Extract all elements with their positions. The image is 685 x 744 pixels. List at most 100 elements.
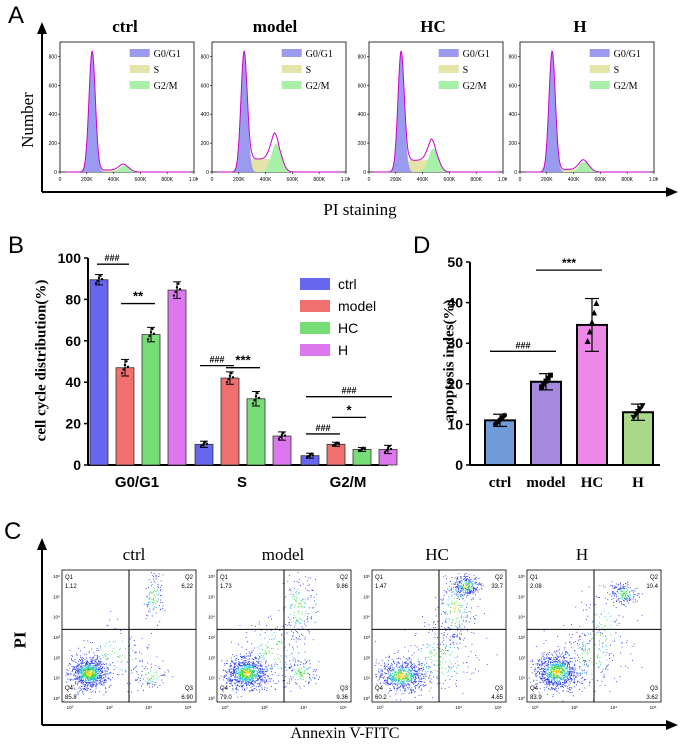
hist-legend-swatch <box>281 49 302 57</box>
hist-ytick-label: 600 <box>509 83 518 89</box>
hist-xtick-label: 400K <box>568 177 580 183</box>
hist-ytick-label: 600 <box>49 83 58 89</box>
flow-ytick-label: 10¹ <box>518 676 525 681</box>
chart-d-sig-label: *** <box>562 256 576 270</box>
flow-q2-value: 33.7 <box>491 584 503 590</box>
flow-plot-h: 10⁶ 10⁵ 10⁴ 10³ 10² 10¹ 10⁰ 10⁰ 10² 10⁴ 10⁶ Q1 2.08 Q… <box>518 569 662 710</box>
hist-g2m-area <box>110 165 139 172</box>
chart-b-data-point <box>283 434 287 437</box>
chart-b-bar-hc <box>246 398 266 466</box>
chart-b-data-point <box>256 391 259 395</box>
chart-b-data-point <box>205 442 209 446</box>
hist-legend-label: S <box>463 65 469 76</box>
flow-q2-value: 9.86 <box>336 584 348 590</box>
hist-xtick-label: 400K <box>108 177 120 183</box>
chart-b-sig-label: ### <box>209 355 224 365</box>
hist-title-hc: HC <box>420 17 446 36</box>
chart-b-data-point <box>277 437 281 440</box>
hist-ytick-label: 0 <box>363 170 366 176</box>
hist-xtick-label: 800K <box>161 177 173 183</box>
hist-xtick-label: 1.0K <box>341 177 350 183</box>
flow-dots <box>528 580 644 702</box>
apoptosis-bar-chart: 0 10 20 30 40 50 ctrl model HC H ### *** <box>447 254 660 491</box>
flow-xtick-label: 10⁶ <box>340 705 347 710</box>
hist-g0g1-area <box>232 51 257 172</box>
flow-xtick-label: 10⁴ <box>455 705 462 710</box>
chart-d-ytick-label: 20 <box>447 376 463 392</box>
chart-b-legend-swatch <box>300 322 330 334</box>
chart-b-data-point <box>280 433 284 436</box>
chart-b-data-point <box>120 371 124 375</box>
chart-d-category-label: HC <box>581 475 604 491</box>
flow-q4-value: 79.0 <box>220 695 232 701</box>
hist-fit-line <box>374 50 499 173</box>
hist-xtick-label: 400K <box>417 177 429 183</box>
flow-ytick-label: 10⁵ <box>518 594 525 599</box>
flow-ytick-label: 10¹ <box>363 676 370 681</box>
chart-b-data-point <box>389 447 393 451</box>
chart-b-data-point <box>99 274 102 277</box>
chart-d-data-point <box>639 403 646 410</box>
chart-b-data-point <box>97 276 101 280</box>
hist-xtick-label: 600K <box>135 177 147 183</box>
chart-b-legend-label: HC <box>338 320 358 336</box>
flow-xtick-label: 10² <box>571 705 578 710</box>
hist-legend-label: G2/M <box>306 81 330 92</box>
flow-ytick-label: 10² <box>53 655 60 660</box>
flow-ytick-label: 10⁶ <box>518 574 525 579</box>
panel-c-letter: C <box>4 518 22 545</box>
hist-plot-h: 0 200 400 600 800 0 200K 400K 600K 800K 1.0K G0/G1 S… <box>509 41 658 183</box>
chart-b-data-point <box>225 380 229 384</box>
chart-b-data-point <box>363 448 367 451</box>
flow-q1-label: Q1 <box>530 575 539 581</box>
flow-title-hc: HC <box>425 545 449 564</box>
chart-b-data-point <box>204 440 207 444</box>
chart-b-data-point <box>177 282 180 285</box>
chart-d-data-point <box>591 309 598 316</box>
chart-b-data-point <box>311 454 315 457</box>
chart-d-data-point <box>539 384 545 390</box>
flow-q2-value: 10.4 <box>646 584 658 590</box>
hist-ytick-label: 0 <box>514 170 517 176</box>
chart-b-ytick-label: 100 <box>58 250 82 266</box>
chart-b-data-point <box>337 442 341 446</box>
chart-b-data-point <box>149 330 153 334</box>
flow-q1-value: 1.12 <box>65 584 77 590</box>
hist-legend-label: S <box>614 65 620 76</box>
chart-b-data-point <box>383 451 387 454</box>
chart-b-data-point <box>228 374 232 378</box>
hist-ytick-label: 400 <box>509 112 518 118</box>
flow-ytick-label: 10¹ <box>208 676 215 681</box>
flow-ytick-label: 10⁶ <box>53 574 60 579</box>
hist-legend-label: G0/G1 <box>154 49 181 60</box>
chart-b-sig-label: ### <box>341 386 356 396</box>
chart-b-data-point <box>230 372 233 375</box>
hist-title-ctrl: ctrl <box>112 17 138 36</box>
flow-ytick-label: 10³ <box>208 635 215 640</box>
chart-b-data-point <box>251 402 255 405</box>
flow-q3-value: 6.90 <box>181 695 193 701</box>
flow-dots <box>218 572 323 698</box>
hist-xtick-label: 0 <box>211 177 214 183</box>
hist-ytick-label: 800 <box>509 54 518 60</box>
hist-fit-line <box>65 50 190 173</box>
chart-d-data-point <box>589 319 595 326</box>
flow-xtick-label: 10⁶ <box>650 705 657 710</box>
chart-b-data-point <box>254 395 258 398</box>
hist-plot-hc: 0 200 400 600 800 0 200K 400K 600K 800K 1.0K G0/G1 S… <box>358 41 507 183</box>
flow-ytick-label: 10⁵ <box>53 594 60 599</box>
flow-q2-label: Q2 <box>185 575 194 581</box>
hist-legend-swatch <box>438 65 459 73</box>
chart-b-bar-model <box>220 377 240 466</box>
flow-ytick-label: 10⁴ <box>208 615 215 620</box>
hist-legend-swatch <box>281 65 302 73</box>
hist-fit-line <box>525 50 650 173</box>
flow-xtick-label: 10⁴ <box>610 705 617 710</box>
hist-legend-label: G0/G1 <box>306 49 333 60</box>
hist-xtick-label: 1.0K <box>189 177 198 183</box>
chart-b-sig-label: ### <box>104 253 119 263</box>
flow-plot-ctrl: 10⁶ 10⁵ 10⁴ 10³ 10² 10¹ 10⁰ 10⁰ 10² 10⁴ 10⁶ Q1 1.12 Q… <box>53 569 197 710</box>
hist-legend-label: S <box>154 65 160 76</box>
chart-d-data-point <box>541 381 547 387</box>
flow-q3-label: Q3 <box>185 686 194 692</box>
